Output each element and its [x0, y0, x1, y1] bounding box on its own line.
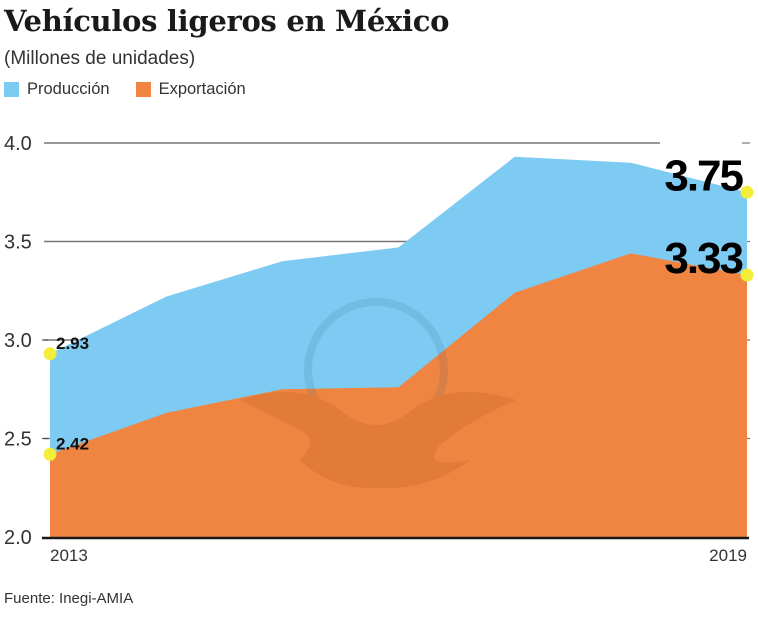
source-note: Fuente: Inegi-AMIA — [4, 590, 134, 607]
legend-label-produccion: Producción — [27, 80, 110, 98]
y-tick-label: 2.5 — [4, 429, 32, 451]
value-label: 3.75 — [664, 151, 743, 200]
highlight-marker — [43, 347, 57, 361]
legend-item-exportacion: Exportación — [135, 80, 246, 99]
legend-swatch-exportacion — [135, 82, 151, 97]
watermark-eagle — [240, 392, 516, 489]
highlight-marker — [740, 185, 754, 199]
y-tick-label: 3.0 — [4, 330, 32, 352]
x-tick-label: 2013 — [50, 546, 88, 565]
watermark-globe — [304, 298, 448, 442]
legend-item-produccion: Producción — [4, 80, 110, 99]
y-tick-label: 3.5 — [4, 232, 32, 254]
y-axis: 2.0 2.5 3.0 3.5 4.0 — [4, 133, 48, 549]
area-exportacion — [50, 253, 747, 537]
chart-subtitle: (Millones de unidades) — [4, 48, 196, 69]
value-label: 3.33 — [664, 234, 742, 283]
value-label: 2.93 — [56, 334, 89, 353]
legend-swatch-produccion — [4, 82, 19, 97]
chart-title: Vehículos ligeros en México — [4, 4, 450, 38]
y-tick-label: 4.0 — [4, 133, 32, 155]
eagle-globe-watermark — [240, 298, 516, 489]
highlight-marker — [43, 447, 57, 461]
x-axis: 2013 2019 — [42, 536, 749, 565]
x-tick-label: 2019 — [709, 546, 747, 565]
areas — [50, 156, 747, 538]
highlight-marker — [740, 268, 754, 282]
y-tick-label: 2.0 — [4, 527, 32, 549]
legend: Producción Exportación — [4, 80, 272, 99]
data-markers: 2.93 2.42 3.75 3.33 — [43, 151, 754, 461]
legend-label-exportacion: Exportación — [158, 80, 246, 98]
value-label: 2.42 — [56, 434, 89, 453]
